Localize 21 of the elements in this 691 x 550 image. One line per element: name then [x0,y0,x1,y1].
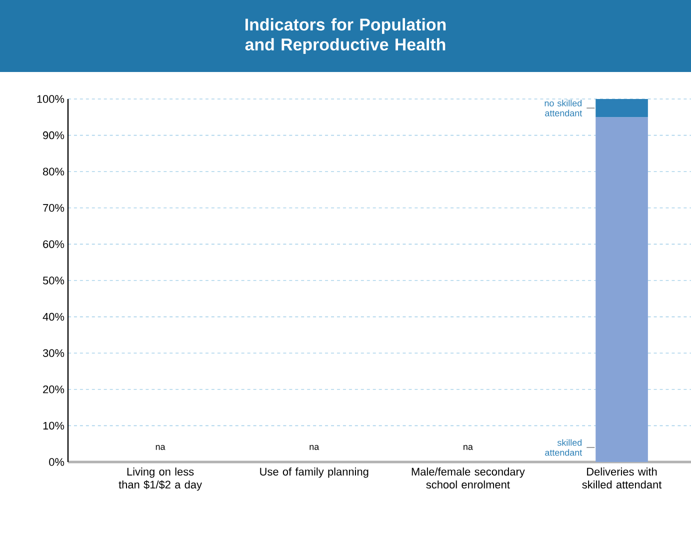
x-tick-label: Living on less than $1/$2 a day [118,468,202,491]
series-label: skilled attendant [545,439,582,456]
text: na [156,445,166,450]
y-tick-label: 50% [42,276,64,284]
y-tick-label: 60% [43,240,64,248]
y-tick-label: 20% [43,386,64,394]
series-label: no skilled attendant [544,100,582,116]
y-tick-label: 70% [43,204,64,212]
y-tick-label: 100% [37,95,64,103]
y-tick-label: 10% [43,422,64,430]
chart-title: Indicators for Population and Reproductive Health [245,18,446,54]
y-tick-label: 40% [42,312,64,321]
y-tick-label: 90% [43,131,64,140]
x-tick-label: Use of family planning [260,468,368,478]
y-tick-label: 0% [49,458,64,466]
x-tick-label: Male/female secondary school enrolment [412,468,525,489]
y-tick-label: 30% [42,349,64,357]
text: na [464,445,473,450]
y-tick-label: 80% [43,168,64,176]
x-tick-label: Deliveries with skilled attendant [582,468,662,489]
text: na [310,445,320,450]
